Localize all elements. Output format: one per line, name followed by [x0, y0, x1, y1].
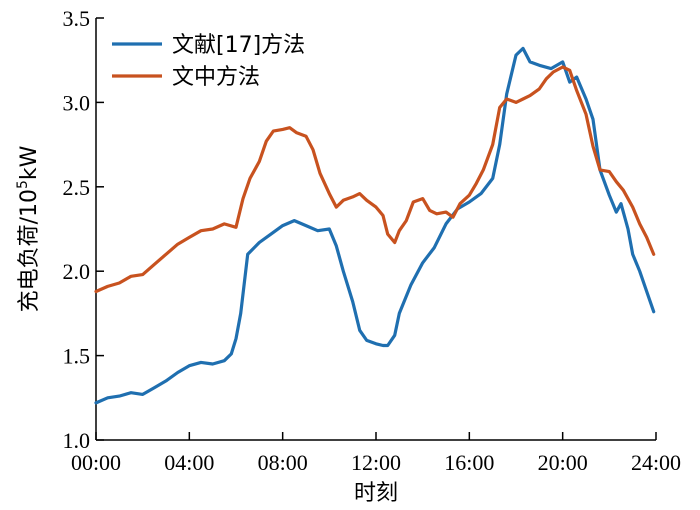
y-tick-label: 3.0: [63, 90, 91, 115]
x-tick-label: 04:00: [164, 450, 214, 475]
x-ticks: 00:00 04:00 08:00 12:00 16:00 20:00 24:00: [71, 432, 681, 475]
legend-label-1: 文献[17]方法: [172, 33, 305, 58]
series-line-2: [94, 65, 656, 294]
y-ticks: 1.0 1.5 2.0 2.5 3.0 3.5: [63, 6, 104, 453]
legend-label-2: 文中方法: [172, 65, 260, 90]
y-axis-title-unit: kW: [17, 145, 42, 180]
y-axis-title-main: 充电负荷/10: [17, 189, 42, 312]
y-tick-label: 1.5: [63, 344, 91, 369]
series-line-1: [94, 46, 656, 405]
x-tick-label: 16:00: [444, 450, 494, 475]
legend: 文献[17]方法 文中方法: [112, 33, 305, 90]
y-axis-title: 充电负荷/105kW: [15, 145, 42, 312]
y-axis-title-exp: 5: [15, 180, 31, 189]
y-tick-label: 2.0: [63, 259, 91, 284]
x-tick-label: 00:00: [71, 450, 121, 475]
y-tick-label: 3.5: [63, 6, 91, 31]
series-layer: [94, 46, 656, 405]
y-tick-label: 2.5: [63, 175, 91, 200]
x-tick-label: 12:00: [351, 450, 401, 475]
x-tick-label: 08:00: [258, 450, 308, 475]
x-axis-title: 时刻: [354, 481, 398, 506]
x-tick-label: 24:00: [631, 450, 681, 475]
y-tick-label: 1.0: [63, 428, 91, 453]
x-tick-label: 20:00: [538, 450, 588, 475]
